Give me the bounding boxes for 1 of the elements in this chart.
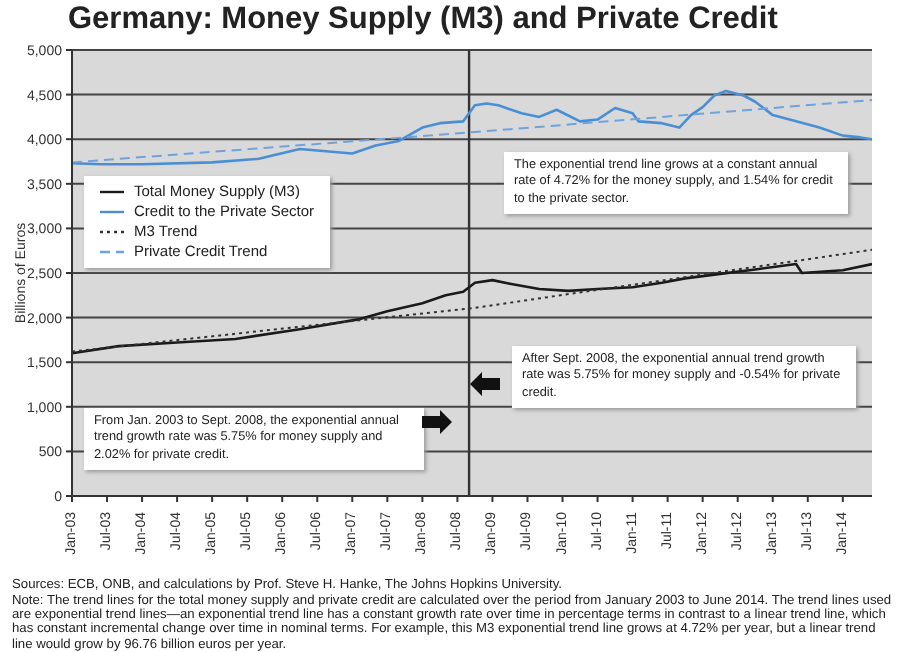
chart-title: Germany: Money Supply (M3) and Private Credit [68, 2, 778, 38]
